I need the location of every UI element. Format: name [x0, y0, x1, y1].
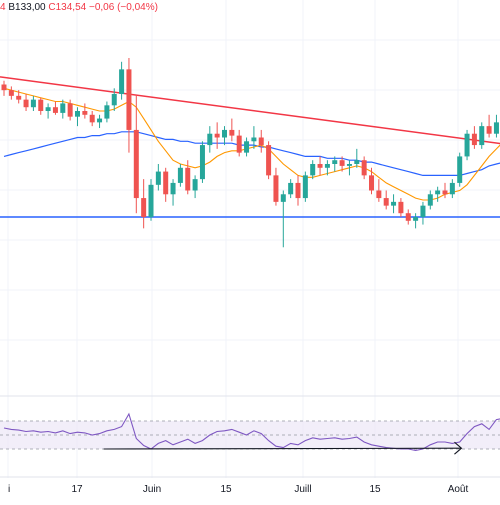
candle-body: [104, 105, 110, 119]
close-label: C134,54: [48, 2, 87, 13]
candle-body: [464, 133, 470, 157]
divergence-arrow-head: [454, 441, 463, 455]
candle-body: [251, 137, 257, 142]
candle-body: [310, 164, 316, 176]
candle-body: [420, 205, 426, 217]
candle-body: [148, 184, 154, 217]
candle-body: [244, 141, 250, 153]
ohlc-prefix: 4: [0, 2, 6, 13]
candle-body: [442, 190, 448, 195]
candle-body: [185, 167, 191, 191]
candle-body: [229, 129, 235, 136]
x-tick-label: Juill: [294, 484, 311, 495]
candle-body: [479, 126, 485, 146]
candle-body: [97, 118, 103, 123]
ohlc-header: 4 B133,00 C134,54 −0,06 (−0,04%): [0, 2, 158, 13]
candle-body: [486, 126, 492, 134]
candle-body: [141, 198, 147, 217]
candle-body: [493, 122, 499, 134]
candle-body: [339, 160, 345, 166]
candle-body: [82, 111, 88, 115]
candle-body: [332, 160, 338, 164]
x-tick-label: Juin: [143, 484, 161, 495]
candle-body: [126, 69, 132, 130]
candle-body: [361, 160, 367, 176]
candle-body: [258, 137, 264, 146]
candle-body: [398, 201, 404, 214]
candle-body: [449, 182, 455, 195]
candle-body: [163, 171, 169, 195]
candle-body: [457, 156, 463, 183]
candle-body: [45, 107, 51, 111]
candle-body: [471, 133, 477, 146]
candle-body: [89, 114, 95, 123]
x-tick-label: 17: [71, 484, 83, 495]
resistance-trendline: [0, 76, 500, 145]
candle-body: [346, 164, 352, 166]
candle-body: [8, 90, 14, 96]
candle-body: [383, 198, 389, 206]
x-tick-label: i: [8, 484, 10, 495]
candle-body: [214, 133, 220, 138]
candle-body: [288, 182, 294, 195]
candle-body: [280, 194, 286, 202]
candle-body: [391, 201, 397, 206]
candle-body: [170, 182, 176, 195]
candle-body: [52, 107, 58, 113]
candle-body: [317, 164, 323, 168]
candle-body: [295, 182, 301, 199]
candle-body: [192, 179, 198, 191]
candle-body: [75, 111, 80, 117]
candle-body: [369, 175, 374, 191]
x-tick-label: Août: [448, 484, 469, 495]
candle-body: [38, 99, 44, 111]
candle-body: [155, 171, 161, 185]
candle-body: [236, 135, 242, 153]
candle-body: [405, 213, 411, 221]
candle-body: [435, 190, 441, 195]
candle-body: [16, 95, 22, 100]
candle-body: [133, 129, 139, 199]
change-label: −0,06 (−0,04%): [88, 2, 158, 13]
candle-body: [427, 194, 433, 206]
candle-body: [302, 175, 308, 199]
candle-body: [119, 69, 125, 94]
candle-body: [266, 145, 272, 176]
candle-body: [376, 190, 382, 199]
rsi-line: [3, 412, 500, 451]
candle-body: [273, 175, 279, 202]
candle-body: [30, 99, 36, 108]
candle-body: [67, 103, 73, 117]
moving-average-fast: [3, 87, 500, 201]
candle-body: [207, 133, 213, 146]
candle-body: [111, 93, 117, 106]
candle-body: [222, 129, 227, 138]
candle-body: [324, 164, 330, 168]
candle-body: [177, 167, 183, 183]
candle-body: [23, 99, 29, 108]
candle-body: [199, 145, 205, 180]
divergence-arrow-line: [103, 447, 462, 450]
candle-body: [413, 217, 419, 221]
low-label: B133,00: [8, 2, 46, 13]
candle-body: [60, 103, 66, 113]
x-tick-label: 15: [220, 484, 232, 495]
candle-body: [1, 84, 7, 91]
candle-body: [354, 160, 360, 164]
x-tick-label: 15: [369, 484, 381, 495]
